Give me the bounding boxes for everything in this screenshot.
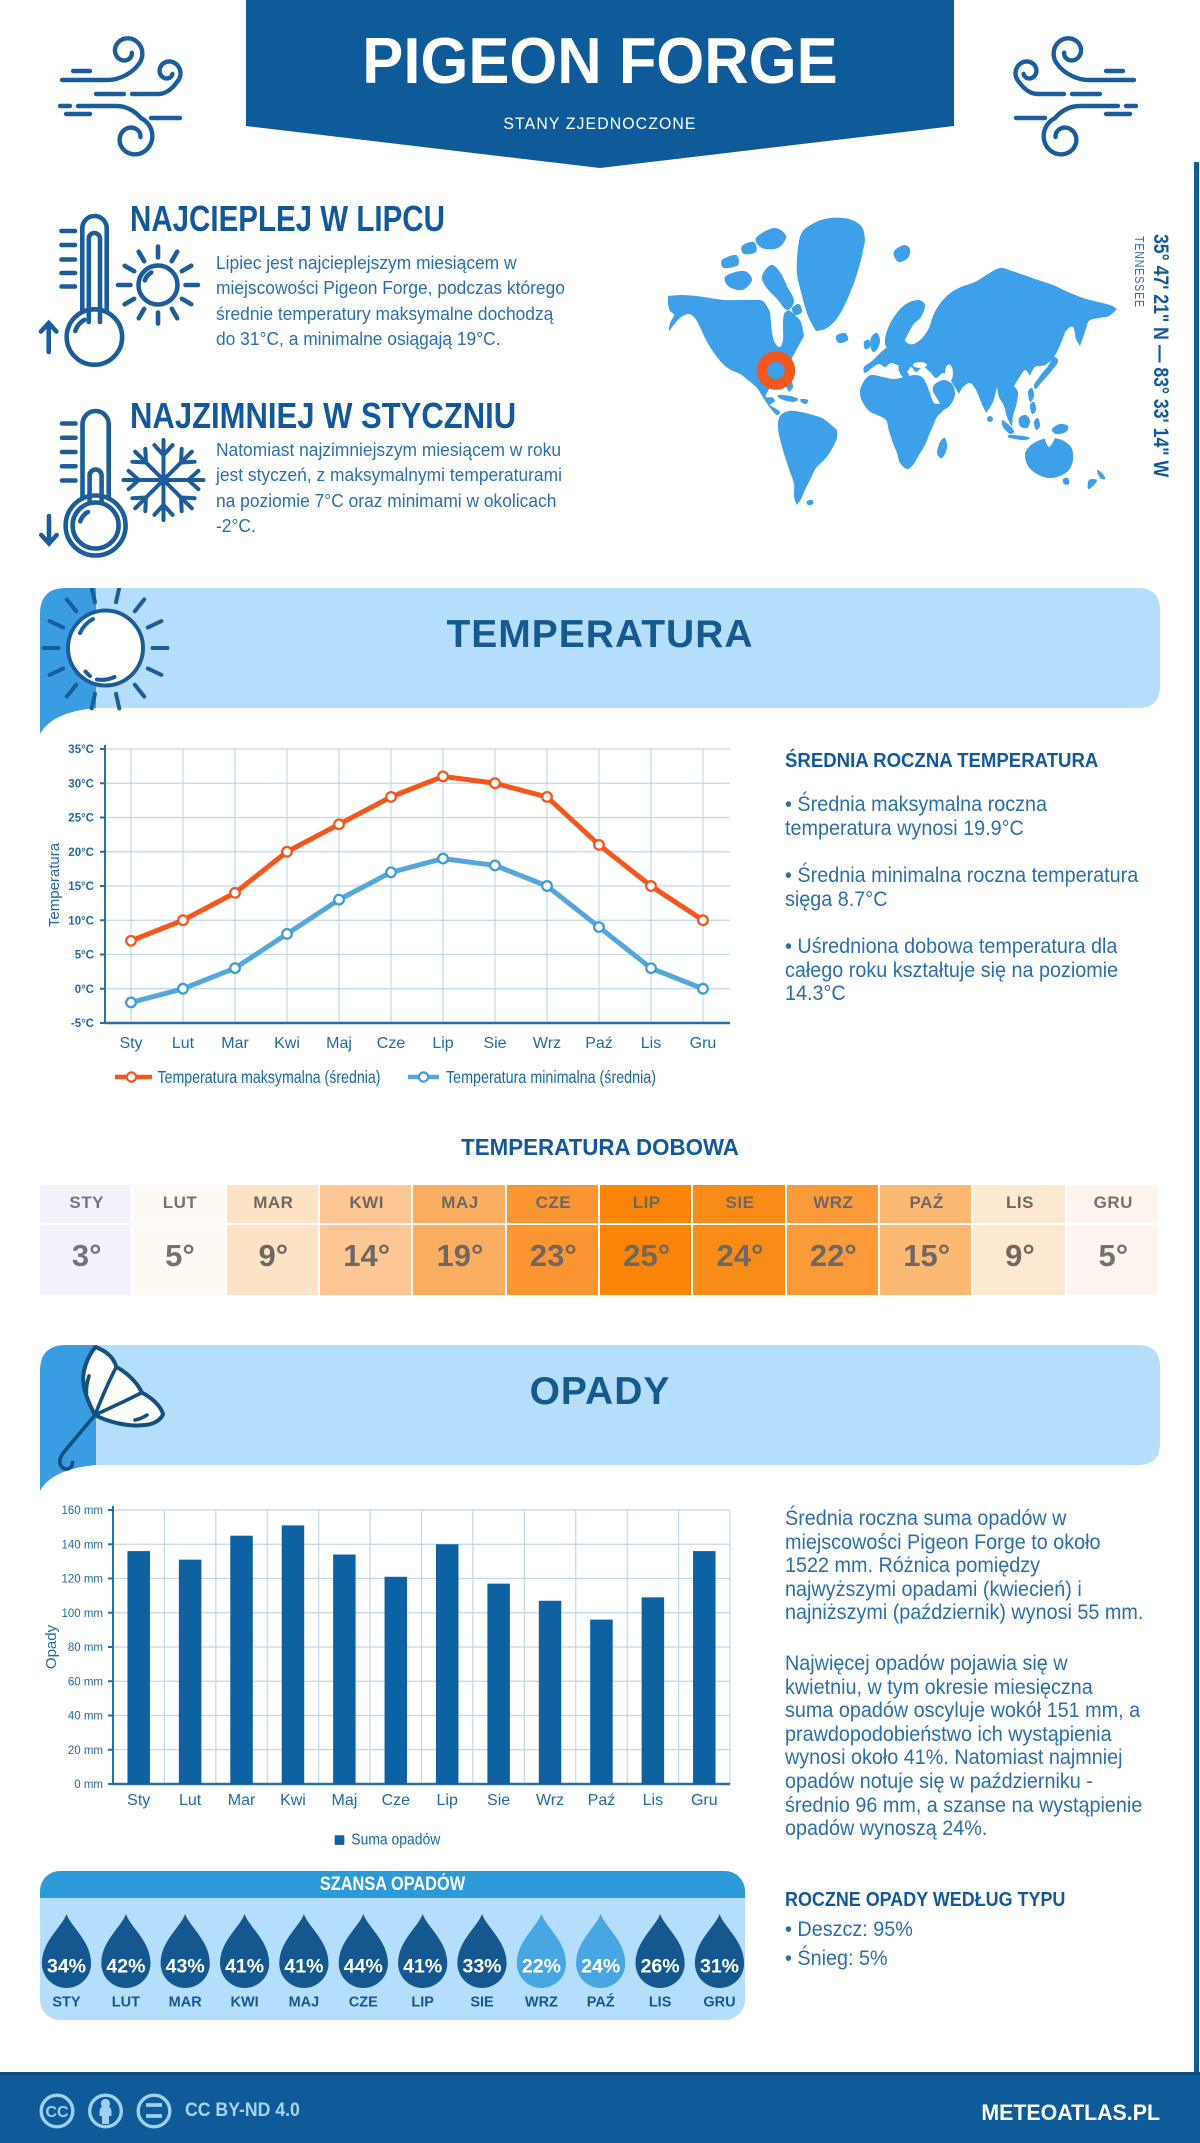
svg-text:Lut: Lut <box>179 1792 202 1809</box>
svg-text:Mar: Mar <box>221 1035 249 1052</box>
svg-text:Temperatura: Temperatura <box>46 842 63 927</box>
svg-text:41%: 41% <box>403 1956 442 1978</box>
svg-text:0 mm: 0 mm <box>74 1779 103 1791</box>
svg-text:34%: 34% <box>47 1956 86 1978</box>
svg-text:100 mm: 100 mm <box>61 1608 103 1620</box>
svg-text:LUT: LUT <box>112 1995 140 2011</box>
svg-text:0°C: 0°C <box>75 984 94 996</box>
svg-text:Cze: Cze <box>382 1792 411 1809</box>
svg-text:20 mm: 20 mm <box>68 1745 103 1757</box>
svg-text:KWI: KWI <box>231 1995 259 2011</box>
svg-text:STY: STY <box>52 1995 81 2011</box>
svg-text:60 mm: 60 mm <box>68 1676 103 1688</box>
svg-text:Kwi: Kwi <box>274 1035 300 1052</box>
svg-text:25°C: 25°C <box>68 813 94 825</box>
svg-text:MAR: MAR <box>169 1995 203 2011</box>
svg-text:41%: 41% <box>225 1956 264 1978</box>
svg-text:Wrz: Wrz <box>533 1035 561 1052</box>
svg-text:MAJ: MAJ <box>289 1995 320 2011</box>
svg-text:30°C: 30°C <box>68 778 94 790</box>
svg-text:80 mm: 80 mm <box>68 1642 103 1654</box>
svg-text:26%: 26% <box>641 1956 680 1978</box>
svg-text:LIP: LIP <box>411 1995 434 2011</box>
svg-text:Gru: Gru <box>691 1792 718 1809</box>
svg-text:33%: 33% <box>462 1956 501 1978</box>
svg-text:43%: 43% <box>166 1956 205 1978</box>
svg-text:41%: 41% <box>284 1956 323 1978</box>
svg-text:35°C: 35°C <box>68 744 94 756</box>
svg-text:Suma opadów: Suma opadów <box>351 1832 441 1849</box>
svg-text:Paź: Paź <box>588 1792 616 1809</box>
svg-text:Cze: Cze <box>377 1035 406 1052</box>
svg-text:5°C: 5°C <box>75 950 94 962</box>
svg-text:Gru: Gru <box>690 1035 717 1052</box>
svg-text:140 mm: 140 mm <box>61 1539 103 1551</box>
svg-text:24%: 24% <box>581 1956 620 1978</box>
svg-text:20°C: 20°C <box>68 847 94 859</box>
svg-text:Temperatura maksymalna (średni: Temperatura maksymalna (średnia) <box>158 1067 381 1087</box>
svg-text:Sie: Sie <box>483 1035 506 1052</box>
svg-text:40 mm: 40 mm <box>68 1711 103 1723</box>
svg-text:LIS: LIS <box>649 1995 672 2011</box>
svg-text:Sty: Sty <box>119 1035 142 1052</box>
svg-text:Lip: Lip <box>432 1035 453 1052</box>
svg-text:42%: 42% <box>106 1956 145 1978</box>
svg-text:CZE: CZE <box>349 1995 378 2011</box>
svg-text:Temperatura minimalna (średnia: Temperatura minimalna (średnia) <box>446 1067 656 1087</box>
svg-text:Opady: Opady <box>43 1624 60 1669</box>
svg-text:Mar: Mar <box>228 1792 256 1809</box>
svg-text:Kwi: Kwi <box>280 1792 306 1809</box>
svg-text:Lip: Lip <box>437 1792 458 1809</box>
svg-text:15°C: 15°C <box>68 881 94 893</box>
svg-text:-5°C: -5°C <box>71 1018 94 1030</box>
svg-text:GRU: GRU <box>703 1995 735 2011</box>
svg-text:Lis: Lis <box>643 1792 663 1809</box>
svg-text:Lis: Lis <box>641 1035 661 1052</box>
svg-text:Paź: Paź <box>585 1035 613 1052</box>
svg-text:WRZ: WRZ <box>525 1995 558 2011</box>
svg-text:10°C: 10°C <box>68 915 94 927</box>
svg-text:CC: CC <box>45 2104 69 2121</box>
svg-text:Maj: Maj <box>331 1792 357 1809</box>
svg-text:Lut: Lut <box>172 1035 195 1052</box>
svg-text:Sie: Sie <box>487 1792 510 1809</box>
svg-text:22%: 22% <box>522 1956 561 1978</box>
svg-text:Sty: Sty <box>127 1792 150 1809</box>
svg-text:31%: 31% <box>700 1956 739 1978</box>
svg-text:Maj: Maj <box>326 1035 352 1052</box>
svg-text:SIE: SIE <box>470 1995 494 2011</box>
svg-text:44%: 44% <box>344 1956 383 1978</box>
svg-text:120 mm: 120 mm <box>61 1574 103 1586</box>
svg-text:Wrz: Wrz <box>536 1792 564 1809</box>
svg-text:160 mm: 160 mm <box>61 1505 103 1517</box>
svg-text:PAŹ: PAŹ <box>587 1994 615 2011</box>
